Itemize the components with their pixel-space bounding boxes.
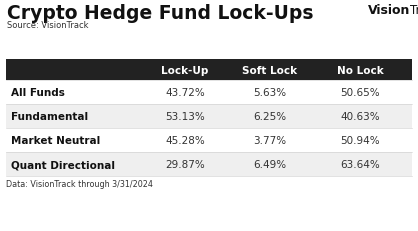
Text: 6.49%: 6.49% bbox=[253, 159, 287, 169]
Text: 3.77%: 3.77% bbox=[253, 135, 287, 145]
Text: Soft Lock: Soft Lock bbox=[242, 65, 298, 75]
Bar bbox=[6, 105, 412, 128]
Text: 50.94%: 50.94% bbox=[340, 135, 380, 145]
Text: Market Neutral: Market Neutral bbox=[11, 135, 100, 145]
Text: 5.63%: 5.63% bbox=[253, 88, 287, 97]
Bar bbox=[6, 152, 412, 176]
Text: 43.72%: 43.72% bbox=[165, 88, 205, 97]
Text: No Lock: No Lock bbox=[336, 65, 383, 75]
Text: Lock-Up: Lock-Up bbox=[161, 65, 209, 75]
Text: Quant Directional: Quant Directional bbox=[11, 159, 115, 169]
Text: Track™: Track™ bbox=[410, 4, 418, 17]
Text: Data: VisionTrack through 3/31/2024: Data: VisionTrack through 3/31/2024 bbox=[6, 179, 153, 188]
Text: 45.28%: 45.28% bbox=[165, 135, 205, 145]
Text: Crypto Hedge Fund Lock-Ups: Crypto Hedge Fund Lock-Ups bbox=[7, 4, 314, 23]
Text: All Funds: All Funds bbox=[11, 88, 65, 97]
Bar bbox=[6, 81, 412, 105]
Text: Vision: Vision bbox=[367, 4, 410, 17]
Text: 53.13%: 53.13% bbox=[165, 112, 205, 122]
Text: Source: VisionTrack: Source: VisionTrack bbox=[7, 21, 89, 30]
Text: 6.25%: 6.25% bbox=[253, 112, 287, 122]
Text: 29.87%: 29.87% bbox=[165, 159, 205, 169]
Text: 63.64%: 63.64% bbox=[340, 159, 380, 169]
Text: 40.63%: 40.63% bbox=[340, 112, 380, 122]
Text: Fundamental: Fundamental bbox=[11, 112, 88, 122]
Text: 50.65%: 50.65% bbox=[340, 88, 380, 97]
Bar bbox=[6, 128, 412, 152]
Bar bbox=[6, 60, 412, 81]
